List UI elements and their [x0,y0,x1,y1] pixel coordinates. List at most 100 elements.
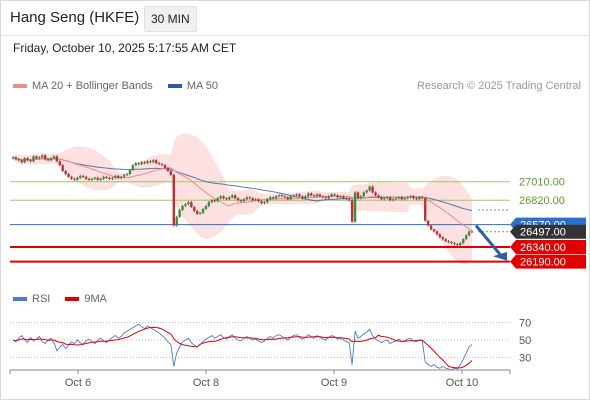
candle-body [149,161,152,163]
candle-body [195,210,199,214]
candle-body [356,192,360,199]
candle-body [239,200,243,202]
candle-body [397,197,401,199]
candle-body [190,202,193,208]
candle-body [122,174,126,177]
legend-swatch-rsi [13,297,27,302]
rsi-level-label: 70 [519,317,531,329]
candle-body [146,161,149,164]
x-tick-label: Oct 8 [193,377,219,389]
candle-body [274,196,278,199]
candle-body [35,156,38,159]
candle-body [350,200,354,222]
candle-body [233,195,237,199]
rsi-level-label: 50 [519,335,531,347]
candle-body [187,202,190,205]
candle-body [292,195,295,197]
candle-body [20,160,23,163]
timeframe-badge[interactable]: 30 MIN [144,6,197,32]
candle-body [462,239,465,244]
candle-body [207,202,211,207]
candle-body [231,195,234,198]
candle-body [467,231,471,236]
candle-body [198,212,202,214]
candle-body [90,178,94,180]
candle-body [435,231,439,235]
candle-body [172,174,175,226]
candle-body [169,171,173,175]
candle-body [310,193,313,196]
level-label: 26340.00 [520,242,566,254]
candle-body [87,178,91,180]
price-legend: MA 20 + Bollinger Bands MA 50 [13,80,230,92]
candle-body [444,239,447,242]
legend-label-ma20: MA 20 + Bollinger Bands [32,80,153,92]
x-axis: Oct 6 Oct 8 Oct 9 Oct 10 [9,369,511,389]
candle-body [277,195,281,197]
level-label: 26820.00 [519,195,565,207]
candle-body [140,162,143,165]
candle-body [359,196,363,199]
rsi-legend: RSI 9MA [13,293,119,305]
chart-header: Hang Seng (HKFE) 30 MIN [0,0,590,36]
legend-swatch-ma20 [13,84,27,89]
timestamp: Friday, October 10, 2025 5:17:55 AM CET [13,41,237,55]
candle-body [163,165,167,169]
candle-body [79,175,82,178]
rsi-ma-line [12,326,473,369]
rsi-line [12,323,473,371]
candle-body [11,157,15,159]
candle-body [49,158,53,161]
candle-body [336,195,339,198]
level-tag [510,254,586,269]
candle-body [248,197,252,199]
candle-body [84,176,88,179]
candle-body [160,164,164,166]
candle-body [254,199,257,201]
candle-body [210,200,214,203]
candle-body [324,197,328,199]
level-tag [510,224,586,239]
candle-body [400,197,404,200]
candle-body [421,197,424,199]
level-support-4: 26340.00 [10,240,586,254]
candle-body [32,156,35,162]
candle-body [353,192,357,222]
bollinger-band [13,133,472,265]
candle-body [342,196,345,199]
legend-swatch-rsi-ma [65,297,80,302]
level-label: 26190.00 [520,257,566,269]
candle-body [43,155,47,160]
candle-body [67,173,70,177]
candle-body [330,194,333,197]
candle-body [157,163,161,165]
candle-body [418,197,421,200]
candle-body [236,198,240,201]
candle-body [193,207,196,211]
candle-body [333,194,336,196]
candle-body [134,163,137,166]
candle-body [438,234,442,238]
candle-body [377,195,380,198]
candle-body [321,196,325,198]
candle-body [228,197,231,200]
candle-body [391,199,395,201]
candle-body [301,196,304,199]
candle-body [108,177,111,179]
candle-body [17,159,21,161]
candle-body [260,201,263,204]
candle-body [213,200,216,202]
candle-body [307,193,310,197]
candle-body [23,158,26,163]
candle-body [365,190,368,193]
candle-body [178,209,181,217]
candle-body [441,237,444,240]
candle-body [245,197,249,200]
candle-body [426,220,430,226]
candle-body [52,156,56,159]
candle-body [403,198,406,200]
candle-body [286,197,290,200]
candle-body [271,197,275,199]
x-tick-label: Oct 9 [321,377,347,389]
